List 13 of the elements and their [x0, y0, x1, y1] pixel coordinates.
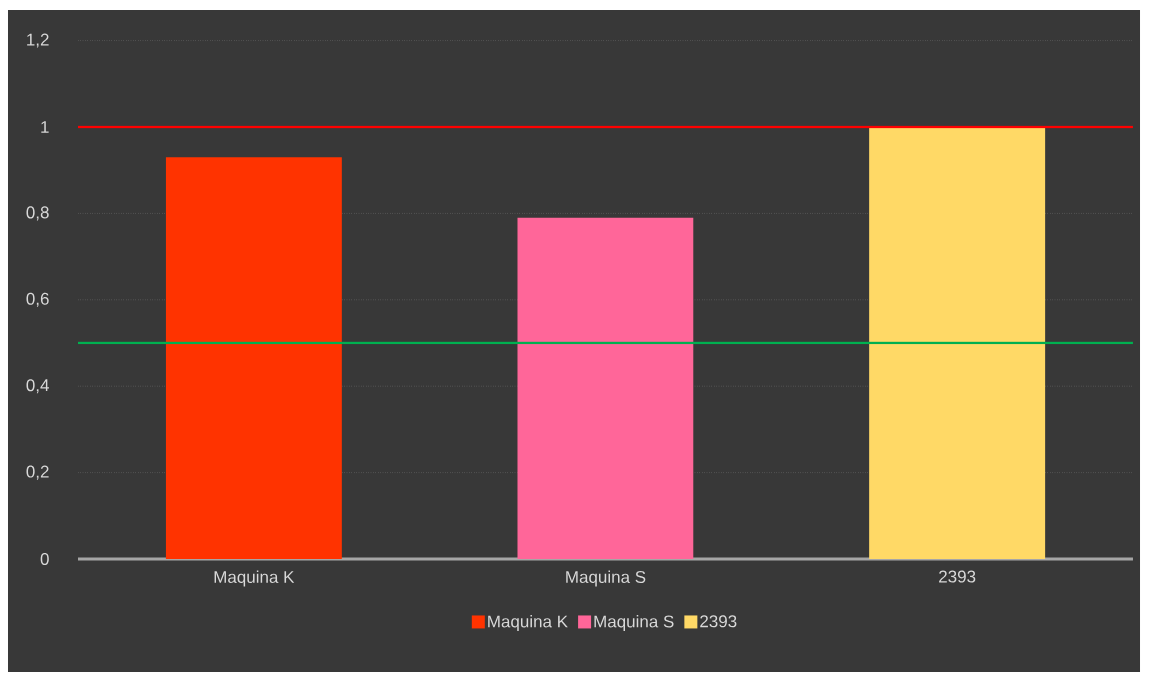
- x-tick-label: 2393: [939, 570, 976, 583]
- x-tick-label: Maquina K: [214, 570, 295, 587]
- y-tick-label: 1: [41, 121, 49, 133]
- legend-label: Maquina K: [488, 615, 568, 631]
- y-tick-label: 1,2: [27, 33, 49, 48]
- y-tick-label: 0,8: [26, 206, 49, 221]
- x-tick-label: Maquina S: [566, 570, 646, 587]
- legend-label: Maquina S: [594, 615, 674, 631]
- y-tick-label: 0,6: [26, 292, 49, 307]
- y-tick-label: 0: [40, 552, 49, 566]
- y-tick-label: 0,2: [26, 465, 49, 480]
- legend-label: 2393: [700, 615, 737, 628]
- y-tick-label: 0,4: [26, 379, 49, 394]
